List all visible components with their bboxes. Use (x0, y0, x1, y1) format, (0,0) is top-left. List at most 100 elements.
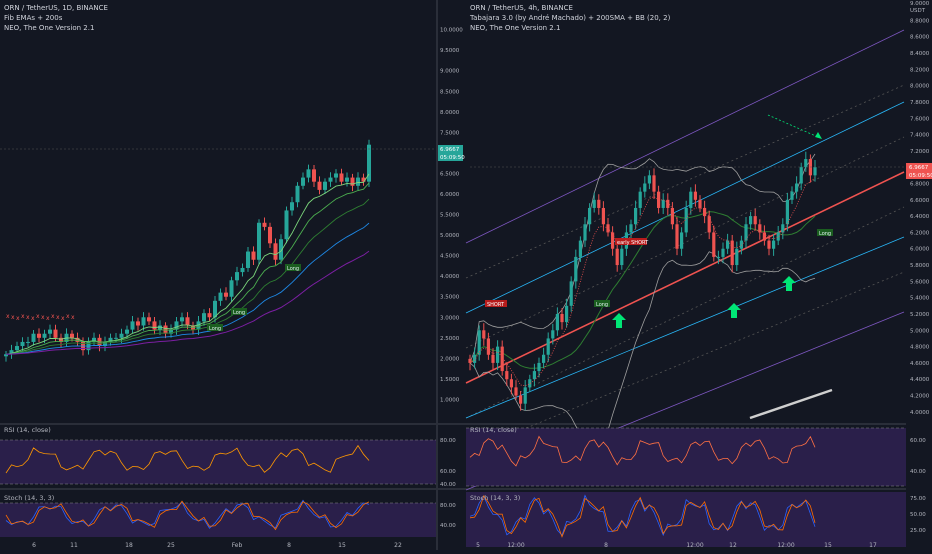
right-candle (523, 387, 527, 404)
left-stoch-label: Stoch (14, 3, 3) (4, 494, 54, 502)
left-ema-21 (5, 198, 370, 355)
left-candle (48, 329, 52, 334)
right-price-tick: 6.4000 (910, 214, 930, 220)
right-symbol-title[interactable]: ORN / TetherUS, 4h, BINANCE (470, 4, 573, 12)
right-price-tick: 5.2000 (910, 312, 930, 318)
left-candle (108, 337, 113, 342)
right-candle (675, 224, 679, 249)
right-candle (620, 248, 624, 266)
right-candle (588, 207, 592, 225)
left-countdown-tag: 05:09:50 (440, 155, 465, 161)
left-indicator-neo[interactable]: NEO, The One Version 2.1 (4, 24, 95, 32)
right-candle (661, 199, 665, 208)
left-candle (152, 321, 157, 330)
left-candle (262, 222, 267, 227)
right-candle (473, 354, 477, 363)
left-candle (180, 317, 184, 322)
right-candle (509, 379, 513, 388)
right-indicator-neo[interactable]: NEO, The One Version 2.1 (470, 24, 561, 32)
left-sell-marker: x (36, 313, 40, 320)
right-price-tick: 5.6000 (910, 279, 930, 285)
right-price-tick: 6.6000 (910, 198, 930, 204)
right-price-tick: 4.8000 (910, 345, 930, 351)
left-candle (196, 321, 201, 330)
right-countdown-tag: 05:09:50 (909, 173, 932, 179)
right-candle (578, 240, 582, 257)
right-price-tick: 8.2000 (910, 67, 930, 73)
left-candle (75, 337, 80, 342)
right-candle (670, 207, 674, 225)
left-price-tick: 7.5000 (440, 130, 460, 136)
right-candle (726, 240, 730, 249)
left-price-tick: 3.5000 (440, 295, 460, 301)
right-candle (597, 199, 601, 208)
right-candle (666, 199, 670, 208)
right-rsi-line (469, 435, 816, 467)
right-candle (767, 240, 771, 249)
right-indicator-tabajara[interactable]: Tabajara 3.0 (by André Machado) + 200SMA… (470, 14, 671, 22)
right-candle (698, 199, 702, 208)
left-symbol-title[interactable]: ORN / TetherUS, 1D, BINANCE (4, 4, 108, 12)
right-candle (813, 167, 817, 176)
right-candle (565, 305, 569, 323)
right-candle (601, 207, 605, 225)
left-candle (26, 341, 30, 343)
right-candle (739, 240, 743, 249)
right-time-tick: 12:00 (507, 542, 524, 549)
right-price-tick: 5.8000 (910, 263, 930, 269)
left-sell-marker: x (31, 315, 35, 322)
right-price-tick: 4.4000 (910, 377, 930, 383)
right-stoch-k (469, 494, 816, 537)
left-candle (207, 313, 212, 318)
right-candle (542, 354, 546, 363)
right-candle (781, 224, 785, 233)
left-stoch-tick: 80.00 (440, 503, 456, 509)
right-long-badge: Long (596, 302, 608, 308)
left-time-tick: 22 (394, 542, 402, 549)
left-candle (15, 346, 19, 351)
right-candle (707, 216, 711, 233)
right-projection-arrow-icon (815, 132, 822, 139)
right-price-tick: 4.0000 (910, 410, 930, 416)
left-rsi-tick: 60.00 (440, 469, 456, 475)
right-early-short-badge-bg (615, 238, 647, 245)
left-price-tick: 9.0000 (440, 69, 460, 75)
right-candle (735, 248, 739, 266)
left-candle (202, 313, 206, 322)
left-candle (213, 300, 217, 318)
right-long-badge: Long (819, 231, 831, 237)
right-candle (693, 191, 697, 200)
left-candle (218, 292, 223, 301)
left-ema-8 (5, 173, 370, 355)
left-candle (169, 329, 173, 334)
left-time-tick: 25 (167, 542, 175, 549)
right-channel-line (465, 101, 905, 314)
left-candle (59, 337, 63, 342)
left-candle (103, 341, 107, 347)
left-price-tag: 6.9667 (440, 147, 460, 153)
left-candle (130, 321, 135, 330)
left-candle (334, 173, 338, 178)
left-candle (257, 222, 261, 260)
left-candle (114, 337, 118, 339)
left-candle (273, 243, 278, 260)
right-chart-header: ORN / TetherUS, 4h, BINANCE Tabajara 3.0… (470, 3, 670, 33)
left-candle (279, 239, 283, 260)
right-candle (753, 216, 757, 225)
left-rsi-tick: 40.00 (440, 482, 456, 488)
left-indicator-fib[interactable]: Fib EMAs + 200s (4, 14, 63, 22)
right-candle (776, 232, 780, 241)
right-candle (519, 395, 523, 404)
left-rsi-band (0, 440, 436, 484)
right-candle (532, 371, 536, 380)
right-200sma-line (749, 388, 833, 420)
left-price-tag2-bg (438, 153, 463, 161)
left-candle (350, 177, 355, 186)
left-candle (136, 321, 140, 326)
left-candle (174, 321, 179, 330)
right-candle (505, 371, 509, 380)
right-candle (758, 224, 762, 233)
right-candle (592, 199, 596, 208)
right-price-tick: 7.6000 (910, 116, 930, 122)
